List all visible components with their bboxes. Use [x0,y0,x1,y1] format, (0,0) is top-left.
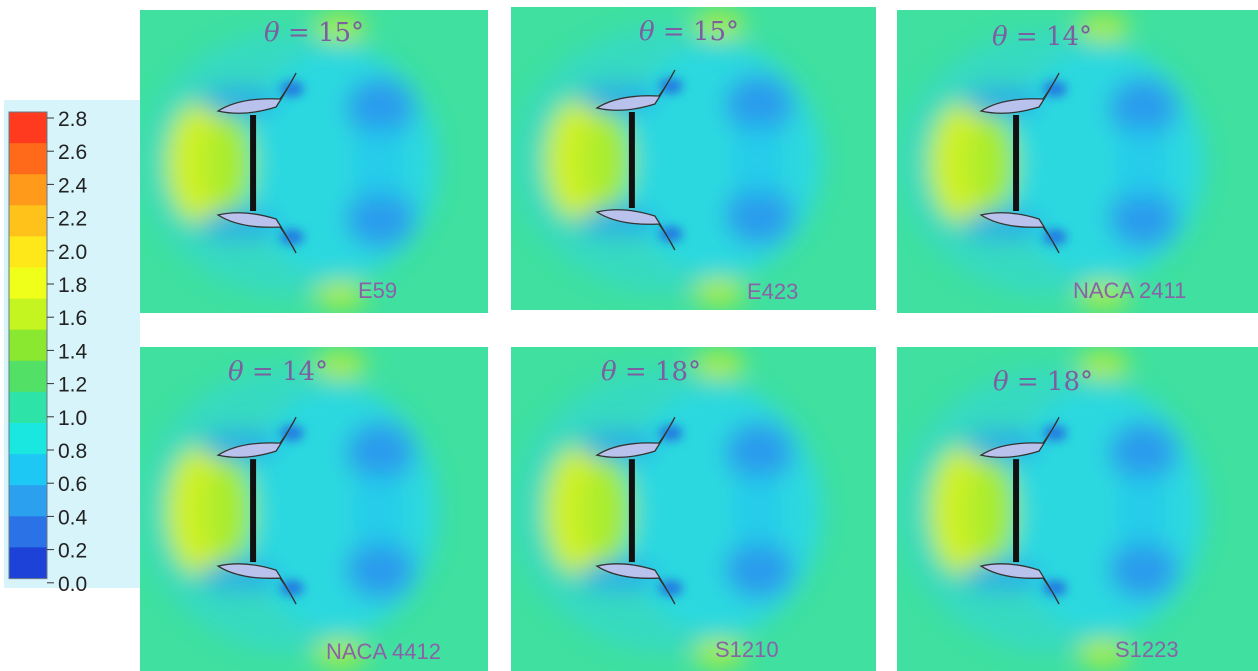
theta-symbol: θ [993,367,1009,397]
airfoil-blade [595,416,676,459]
contour-panel-s1223: θ = 18° S1223 [897,347,1258,671]
colorbar-swatch [9,454,47,486]
airfoil-blade [979,416,1060,459]
airfoil-blade [216,416,297,459]
colorbar-tick-label: 2.2 [58,208,87,231]
colorbar-swatch [9,298,47,331]
connecting-rod [628,112,635,209]
connecting-rod [250,459,257,563]
airfoil-name: NACA 2411 [1073,278,1187,303]
contour-panel-s1210: θ = 18° S1210 [511,347,876,671]
colorbar-swatch [9,423,47,455]
airfoil-blade [979,563,1060,605]
angle-label: θ = 18° [993,367,1093,397]
airfoil-name: S1210 [715,637,779,662]
velocity-contour-plot [897,10,1258,313]
colorbar-tick-label: 1.4 [58,340,88,363]
colorbar-frame [8,111,48,579]
velocity-contour-plot [511,7,876,310]
colorbar-tick-label: 0.0 [58,573,87,596]
angle-label: θ = 14° [992,22,1092,52]
airfoil-blade [979,212,1060,254]
colorbar-swatch [9,329,47,362]
colorbar-tick-label: 0.8 [58,440,87,463]
connecting-rod [1013,459,1020,563]
airfoil-blade [216,563,297,605]
colorbar-tick-label: 2.6 [58,141,87,164]
connecting-rod [250,115,257,212]
angle-label: θ = 14° [228,357,328,387]
angle-label: θ = 15° [639,17,739,47]
angle-value: = 15° [662,17,740,47]
angle-label: θ = 15° [264,18,364,48]
airfoil-blade [595,563,676,605]
angle-value: = 14° [251,357,329,387]
colorbar-swatch [9,485,47,517]
angle-value: = 14° [1015,22,1093,52]
velocity-contour-plot [140,347,488,671]
colorbar-tick-label: 2.8 [58,108,87,131]
airfoil-blade [979,72,1060,114]
colorbar-tick-label: 1.6 [58,307,87,330]
colorbar-legend: 2.8 2.6 2.4 2.2 2.0 1.8 1.6 1.4 1.2 1.0 0.8 0.6 0.4 0… [4,100,140,596]
velocity-contour-plot [897,347,1258,671]
colorbar-swatch [9,236,47,269]
connecting-rod [1013,115,1020,212]
airfoil-name: S1223 [1115,637,1179,662]
theta-symbol: θ [228,357,244,387]
colorbar-swatch [9,112,47,144]
angle-value: = 18° [624,357,702,387]
airfoil-name: NACA 4412 [326,639,441,664]
angle-value: = 18° [1016,367,1094,397]
theta-symbol: θ [264,18,280,48]
velocity-contour-plot [140,10,488,313]
airfoil-name: E59 [358,278,398,303]
contour-panel-e423: θ = 15° E423 [511,7,876,310]
colorbar-tick-label: 0.2 [58,540,87,563]
colorbar-tick-label: 1.2 [58,374,87,397]
colorbar-swatch [9,205,47,237]
colorbar-tick-label: 2.4 [58,174,88,197]
contour-panel-e59: θ = 15° E59 [140,10,488,313]
colorbar-swatch [9,143,47,175]
angle-label: θ = 18° [601,357,701,387]
colorbar-tick-label: 1.0 [58,407,87,430]
colorbar-swatch [9,516,47,548]
airfoil-blade [216,72,297,114]
theta-symbol: θ [992,22,1008,52]
contour-panel-naca-2411: θ = 14° NACA 2411 [897,10,1258,313]
connecting-rod [628,459,635,563]
airfoil-name: E423 [747,279,799,304]
theta-symbol: θ [601,357,617,387]
colorbar-tick-label: 1.8 [58,274,87,297]
colorbar-swatch [9,174,47,206]
colorbar-swatch [9,360,47,393]
colorbar-swatch [9,267,47,300]
contour-panel-naca-4412: θ = 14° NACA 4412 [140,347,488,671]
airfoil-blade [595,69,676,111]
colorbar-tick-label: 0.6 [58,473,87,496]
colorbar-tick-label: 0.4 [58,506,88,529]
angle-value: = 15° [287,18,365,48]
colorbar-swatch [9,547,47,580]
airfoil-blade [216,212,297,254]
colorbar-swatch [9,391,47,424]
colorbar-tick-label: 2.0 [58,241,87,264]
airfoil-blade [595,209,676,251]
theta-symbol: θ [639,17,655,47]
velocity-contour-plot [511,347,876,671]
